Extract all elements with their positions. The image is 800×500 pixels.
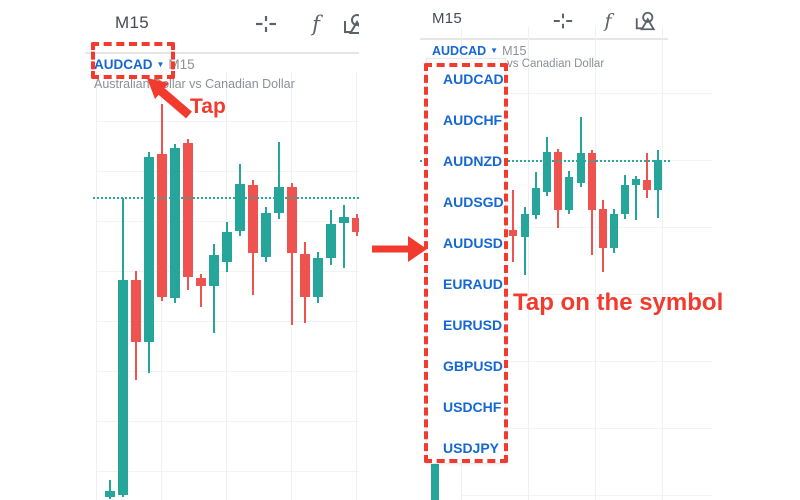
candle-body xyxy=(352,218,359,232)
candle-body xyxy=(196,278,206,286)
symbol-description: Australian Dollar vs Canadian Dollar xyxy=(94,77,295,91)
candle-body xyxy=(521,214,529,237)
candle-body xyxy=(431,452,439,500)
tap-annotation: Tap xyxy=(190,95,226,118)
chevron-down-icon[interactable]: ▼ xyxy=(156,60,165,69)
candle-body xyxy=(632,179,640,185)
symbol-list-item[interactable]: AUDCHF xyxy=(443,112,503,128)
toolbar-divider xyxy=(85,52,359,54)
candle-body xyxy=(144,157,154,342)
symbol-link[interactable]: AUDCAD xyxy=(432,44,487,58)
symbol-list: AUDCAD AUDCHF AUDNZD AUDSGD AUDUSD EURAUD EURU… xyxy=(426,58,506,464)
candle-body xyxy=(654,160,662,190)
candle-body xyxy=(118,280,128,495)
prev-close-line xyxy=(93,197,359,199)
chevron-down-icon[interactable]: ▼ xyxy=(490,46,499,55)
symbol-list-item[interactable]: EURAUD xyxy=(443,276,503,292)
candle-body xyxy=(300,254,310,297)
candle-body xyxy=(554,152,562,210)
candle-body xyxy=(621,185,629,214)
candle-wick xyxy=(278,142,280,219)
candle-wick xyxy=(213,244,215,333)
function-icon[interactable]: f xyxy=(604,9,612,32)
symbol-link[interactable]: AUDCAD xyxy=(94,57,153,72)
symbol-header: AUDCAD ▼ M15 xyxy=(432,44,526,58)
prev-close-line xyxy=(420,160,670,162)
objects-icon[interactable] xyxy=(341,12,359,36)
candle-body xyxy=(105,491,115,497)
crosshair-icon[interactable] xyxy=(253,12,279,36)
candle-body xyxy=(326,224,336,258)
candle-body xyxy=(287,187,297,253)
candle-body xyxy=(157,154,167,297)
candle-body xyxy=(248,185,258,253)
candle-wick xyxy=(512,190,514,262)
header-timeframe: M15 xyxy=(502,44,527,58)
timeframe-button[interactable]: M15 xyxy=(115,13,149,32)
function-icon[interactable]: f xyxy=(312,11,320,36)
crosshair-icon[interactable] xyxy=(550,9,576,33)
candle-wick xyxy=(291,183,293,325)
screenshot-before: M15 f AUDCAD ▼ M15 Australian Dollar vs Ca… xyxy=(85,0,359,500)
candle-body xyxy=(599,209,607,248)
candle-body xyxy=(610,214,618,248)
candle-body xyxy=(274,187,284,213)
candle-body xyxy=(261,213,271,257)
candle-wick xyxy=(343,205,345,268)
candle-body xyxy=(183,143,193,277)
candle-body xyxy=(170,148,180,298)
symbol-list-item[interactable]: USDJPY xyxy=(443,440,500,456)
candle-body xyxy=(313,258,323,297)
candle-body xyxy=(339,217,349,223)
candle-body xyxy=(565,177,573,210)
candlestick-chart-left xyxy=(85,0,359,500)
symbol-list-item[interactable]: AUDSGD xyxy=(443,194,504,210)
candle-body xyxy=(509,230,517,236)
candle-body xyxy=(577,153,585,183)
highlight-box-symbol xyxy=(91,42,175,79)
symbol-list-item[interactable]: AUDCAD xyxy=(443,71,504,87)
candle-wick xyxy=(635,176,637,220)
symbol-list-item[interactable]: AUDNZD xyxy=(443,153,503,169)
symbol-description-visible: vs Canadian Dollar xyxy=(507,58,605,70)
timeframe-button[interactable]: M15 xyxy=(432,10,463,27)
symbol-list-item[interactable]: GBPUSD xyxy=(443,358,503,374)
candle-wick xyxy=(200,274,202,307)
candle-wick xyxy=(646,153,648,198)
candle-body xyxy=(643,180,651,190)
candle-body xyxy=(131,280,141,342)
symbol-list-item[interactable]: AUDUSD xyxy=(443,235,503,251)
candle-body xyxy=(222,232,232,262)
highlight-box-symbol-list xyxy=(424,63,508,463)
candle-wick xyxy=(109,480,111,499)
symbol-list-item[interactable]: USDCHF xyxy=(443,399,502,415)
candle-body xyxy=(532,188,540,215)
candle-body xyxy=(209,255,219,286)
candle-body xyxy=(588,153,596,210)
tap-on-symbol-annotation: Tap on the symbol xyxy=(513,289,724,316)
candle-body xyxy=(235,184,245,231)
screenshot-after: M15 f AUDCAD ▼ M15 vs Canadian Dollar xyxy=(420,0,800,500)
candle-body xyxy=(543,152,551,192)
tap-arrow xyxy=(147,78,192,119)
candle-wick xyxy=(524,207,526,275)
flow-arrow xyxy=(372,236,427,262)
symbol-list-item[interactable]: EURUSD xyxy=(443,317,503,333)
candle-wick xyxy=(580,117,582,187)
